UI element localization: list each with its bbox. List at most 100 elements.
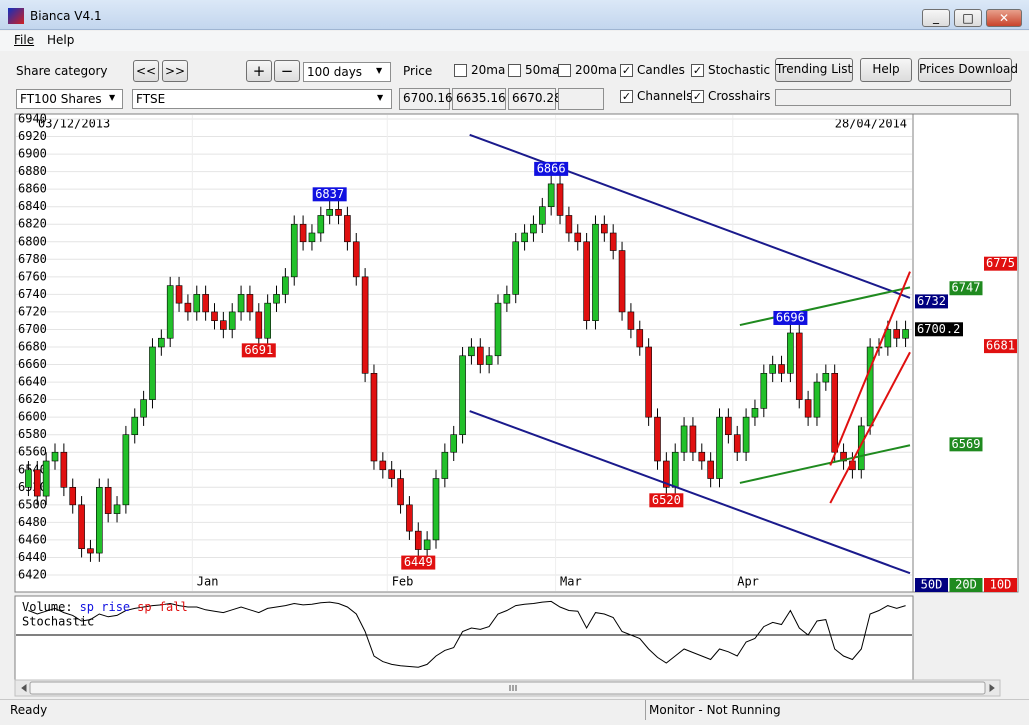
period-select[interactable]: 100 days [303, 62, 391, 82]
checkbox-label: 200ma [575, 63, 617, 77]
back-button[interactable]: << [133, 60, 159, 82]
candle-body [769, 364, 776, 374]
minimize-button[interactable]: _ [922, 9, 950, 27]
checkbox[interactable]: ✓ [620, 90, 633, 103]
y-tick-label: 6920 [18, 129, 47, 143]
candle-body [370, 373, 378, 462]
candle-body [335, 209, 342, 216]
y-tick-label: 6460 [18, 532, 47, 546]
menu-help[interactable]: Help [47, 33, 75, 47]
candle-body [654, 416, 661, 462]
candle-body [627, 311, 635, 330]
candle-body [228, 311, 236, 330]
candle-body [361, 276, 369, 374]
indicator-label: Stochastic [22, 615, 94, 629]
candle-body [503, 294, 511, 304]
level-label: 6569 [952, 437, 981, 451]
category-select[interactable]: FT100 Shares [16, 89, 123, 109]
forward-button[interactable]: >> [162, 60, 188, 82]
candle-body [25, 469, 32, 488]
candle-body [273, 294, 280, 304]
candle-body [751, 408, 759, 418]
period-label: 50D [921, 578, 943, 592]
candle-body [645, 346, 652, 418]
candle-body [237, 294, 245, 313]
candle-body [583, 241, 590, 321]
maximize-button[interactable]: □ [954, 9, 982, 27]
annotation-label: 6696 [776, 310, 805, 324]
candle-body [866, 346, 874, 427]
channel-line [739, 444, 911, 484]
candle-body [299, 223, 307, 243]
checkbox-label: Stochastic [708, 63, 771, 77]
candle-body [149, 346, 156, 400]
candle-body [725, 416, 732, 435]
zoom-in-button[interactable]: + [246, 60, 272, 82]
candle-body [113, 504, 121, 514]
y-tick-label: 6700 [18, 322, 47, 336]
candle-body [379, 460, 387, 471]
candle-body [33, 469, 41, 497]
prices-download-button[interactable]: Prices Download [918, 58, 1018, 82]
price-field: 6635.16 [452, 88, 506, 110]
candle-body [680, 425, 688, 453]
annotation-label: 6449 [404, 555, 433, 569]
close-button[interactable]: ✕ [986, 9, 1022, 27]
scroll-grip [21, 684, 995, 692]
scroll-thumb[interactable] [29, 681, 986, 695]
candle-body [556, 183, 564, 216]
checkbox[interactable] [454, 64, 467, 77]
annotation-label: 6520 [652, 493, 681, 507]
candle-body [51, 451, 59, 462]
annotation-box [241, 343, 276, 358]
candle-body [175, 285, 183, 304]
checkbox[interactable]: ✓ [691, 90, 704, 103]
x-tick-label: Apr [737, 575, 759, 589]
menu-file[interactable]: File [14, 33, 35, 47]
candle-body [494, 302, 502, 357]
checkbox[interactable] [558, 64, 571, 77]
candle-body [565, 215, 573, 234]
menu-bar [0, 31, 1029, 51]
y-tick-label: 6900 [18, 147, 47, 161]
candle-body [601, 223, 608, 234]
candle-body [104, 487, 112, 514]
candle-body [140, 399, 147, 418]
channel-line [469, 410, 911, 575]
candle-body [388, 469, 395, 479]
checkbox[interactable]: ✓ [620, 64, 633, 77]
level-box [984, 256, 1017, 271]
y-tick-label: 6880 [18, 164, 47, 178]
checkbox-label: Crosshairs [708, 89, 771, 103]
help-button[interactable]: Help [860, 58, 912, 82]
level-label: 6775 [986, 256, 1015, 270]
annotation-label: 6837 [315, 187, 344, 201]
candle-body [485, 355, 493, 365]
candle-body [822, 373, 830, 383]
candle-body [902, 329, 909, 339]
end-date: 28/04/2014 [835, 117, 907, 131]
annotation-box [401, 555, 436, 570]
candle-body [804, 399, 812, 418]
candle-body [742, 416, 750, 453]
annotation-box [773, 310, 808, 325]
share-select[interactable]: FTSE [132, 89, 392, 109]
candle-body [574, 232, 582, 243]
candle-body [122, 434, 130, 506]
y-tick-label: 6580 [18, 427, 47, 441]
zoom-out-button[interactable]: − [274, 60, 300, 82]
annotation-label: 6866 [537, 161, 566, 175]
period-box [915, 578, 948, 592]
annotation-box [534, 161, 569, 176]
y-tick-label: 6680 [18, 340, 47, 354]
x-tick-label: Jan [197, 575, 219, 589]
checkbox[interactable] [508, 64, 521, 77]
checkbox[interactable]: ✓ [691, 64, 704, 77]
candle-body [857, 425, 865, 471]
trending-list-button[interactable]: Trending List [775, 58, 853, 82]
y-tick-label: 6540 [18, 462, 47, 476]
channel-line [829, 271, 911, 466]
checkbox-label: 50ma [525, 63, 560, 77]
candle-body [184, 302, 192, 313]
